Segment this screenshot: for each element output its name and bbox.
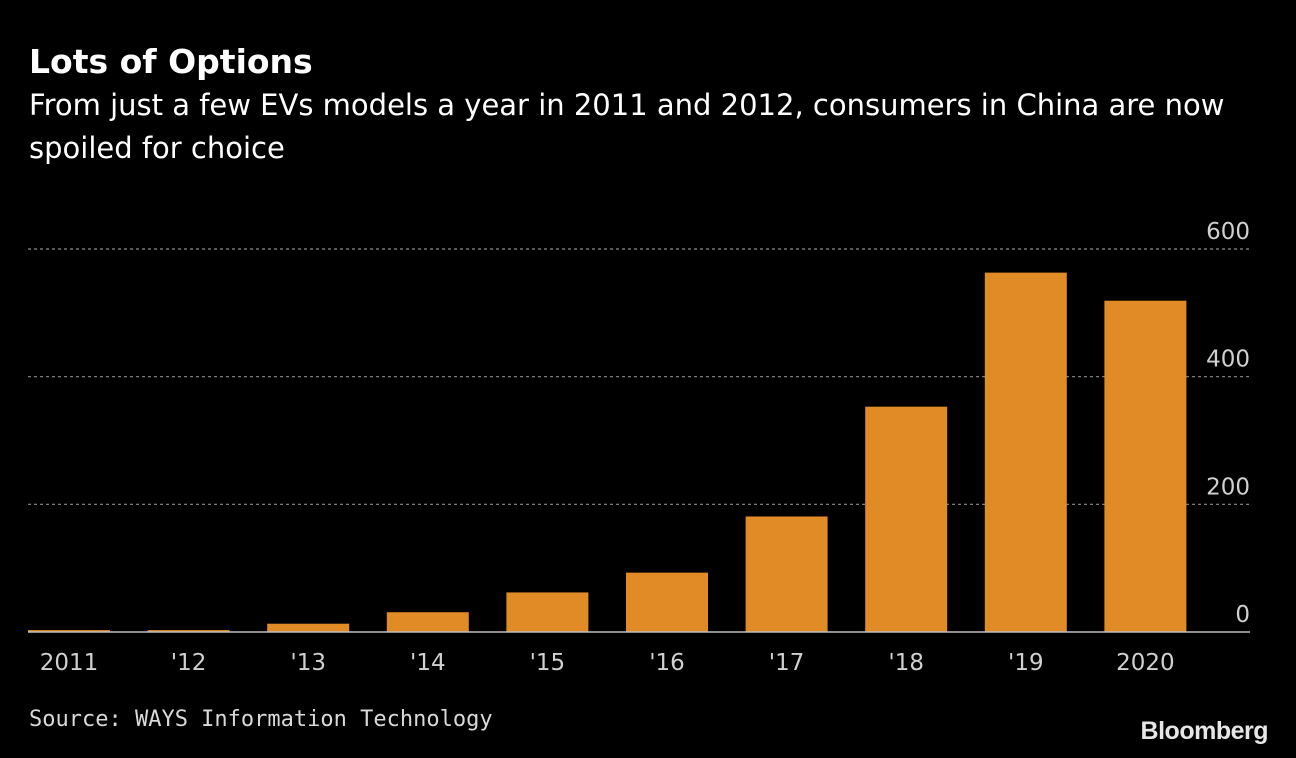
bar — [865, 406, 948, 632]
chart-subtitle: From just a few EVs models a year in 201… — [29, 88, 1225, 165]
x-tick-label: '19 — [1008, 650, 1044, 676]
y-tick-label: 600 — [1206, 219, 1250, 245]
x-tick-label: '16 — [649, 650, 685, 676]
x-tick-label: '18 — [888, 650, 924, 676]
x-tick-label: '12 — [171, 650, 207, 676]
x-tick-label: '13 — [290, 650, 326, 676]
bar — [267, 623, 350, 632]
x-tick-label: '17 — [769, 650, 805, 676]
bar — [984, 272, 1067, 632]
bar — [147, 630, 230, 632]
bar — [386, 612, 469, 632]
source-note: Source: WAYS Information Technology — [29, 707, 493, 732]
bar — [626, 572, 708, 632]
chart-title: Lots of Options — [29, 42, 313, 81]
bar — [28, 630, 110, 632]
bar — [745, 516, 828, 632]
x-tick-label: '15 — [530, 650, 566, 676]
x-tick-label: 2020 — [1116, 650, 1175, 676]
x-axis-tick-labels: 2011 '12 '13 '14 '15 '16 '17 '18 '19 2020 — [40, 650, 1175, 676]
y-tick-label: 400 — [1206, 347, 1250, 373]
bars — [28, 272, 1187, 632]
y-tick-label: 0 — [1235, 602, 1250, 628]
bar — [506, 592, 589, 632]
bar — [1104, 300, 1187, 632]
y-axis-tick-labels: 0 200 400 600 — [1206, 219, 1250, 628]
x-tick-label: '14 — [410, 650, 446, 676]
y-tick-label: 200 — [1206, 474, 1250, 500]
x-tick-label: 2011 — [40, 650, 99, 676]
bloomberg-logo: Bloomberg — [1140, 717, 1269, 745]
